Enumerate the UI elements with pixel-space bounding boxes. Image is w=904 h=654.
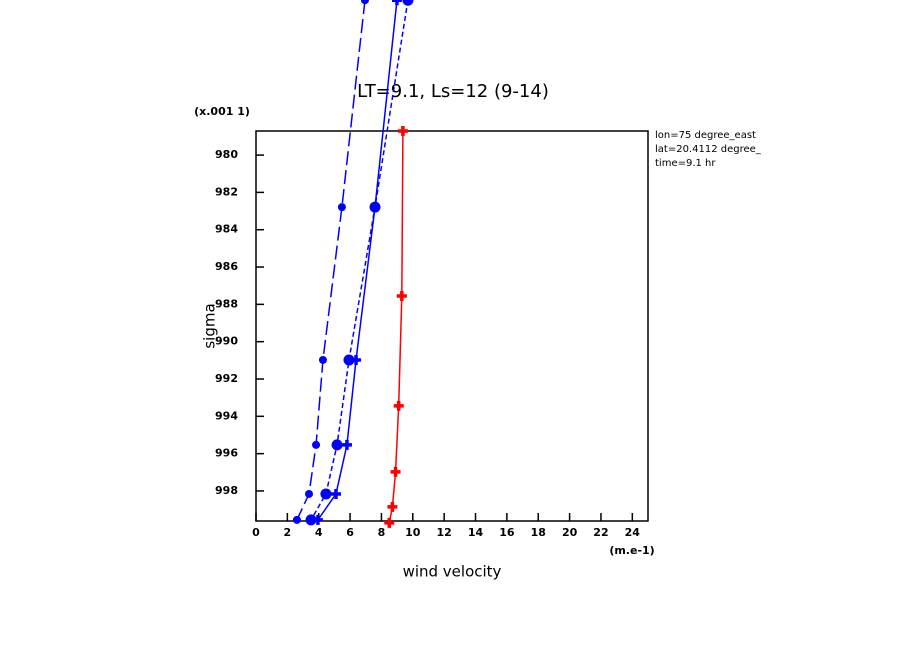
- marker: [402, 0, 414, 6]
- annotation: time=9.1 hr: [655, 158, 716, 169]
- marker: [343, 354, 355, 366]
- x-tick-label: 0: [252, 526, 260, 539]
- y-tick-label: 982: [215, 185, 238, 198]
- y-tick-label: 990: [215, 335, 238, 348]
- marker: [320, 488, 332, 500]
- x-tick-label: 18: [531, 526, 546, 539]
- annotation: lon=75 degree_east: [655, 130, 756, 141]
- marker: [391, 0, 402, 6]
- x-tick-label: 2: [284, 526, 292, 539]
- marker: [312, 440, 321, 449]
- x-tick-label: 14: [468, 526, 484, 539]
- x-unit: (m.e-1): [609, 544, 654, 557]
- marker: [393, 400, 404, 411]
- series-line: [317, 0, 398, 521]
- y-tick-label: 980: [215, 148, 238, 161]
- y-tick-label: 998: [215, 484, 238, 497]
- y-axis-label: sigma: [201, 303, 219, 348]
- marker: [337, 203, 346, 212]
- y-tick-label: 986: [215, 260, 238, 273]
- y-tick-label: 984: [215, 223, 238, 236]
- y-tick-label: 988: [215, 297, 238, 310]
- x-tick-label: 12: [437, 526, 452, 539]
- plot-frame: [255, 130, 649, 522]
- marker: [304, 489, 313, 498]
- x-tick-label: 8: [378, 526, 386, 539]
- y-tick-label: 992: [215, 372, 238, 385]
- chart-title: LT=9.1, Ls=12 (9-14): [357, 81, 549, 102]
- x-tick-label: 10: [405, 526, 421, 539]
- marker: [292, 515, 301, 524]
- x-tick-label: 4: [315, 526, 323, 539]
- marker: [305, 514, 317, 526]
- marker: [331, 439, 343, 451]
- x-tick-label: 20: [562, 526, 578, 539]
- x-tick-label: 16: [499, 526, 515, 539]
- x-tick-label: 22: [593, 526, 608, 539]
- annotation: lat=20.4112 degree_: [655, 144, 762, 155]
- marker: [360, 0, 369, 5]
- x-axis-label: wind velocity: [403, 563, 502, 581]
- marker: [330, 488, 341, 499]
- y-tick-label: 994: [215, 409, 238, 422]
- marker: [370, 202, 381, 213]
- marker: [396, 290, 407, 301]
- x-tick-label: 24: [625, 526, 641, 539]
- marker: [318, 355, 327, 364]
- y-unit: (x.001 1): [194, 105, 250, 118]
- marker: [384, 517, 395, 528]
- marker: [397, 126, 408, 136]
- marker: [387, 501, 398, 512]
- marker: [390, 466, 401, 477]
- series-line: [296, 0, 366, 521]
- marker: [351, 354, 362, 365]
- x-tick-label: 6: [346, 526, 354, 539]
- y-tick-label: 996: [215, 447, 238, 460]
- marker: [341, 439, 352, 450]
- marker: [312, 514, 323, 525]
